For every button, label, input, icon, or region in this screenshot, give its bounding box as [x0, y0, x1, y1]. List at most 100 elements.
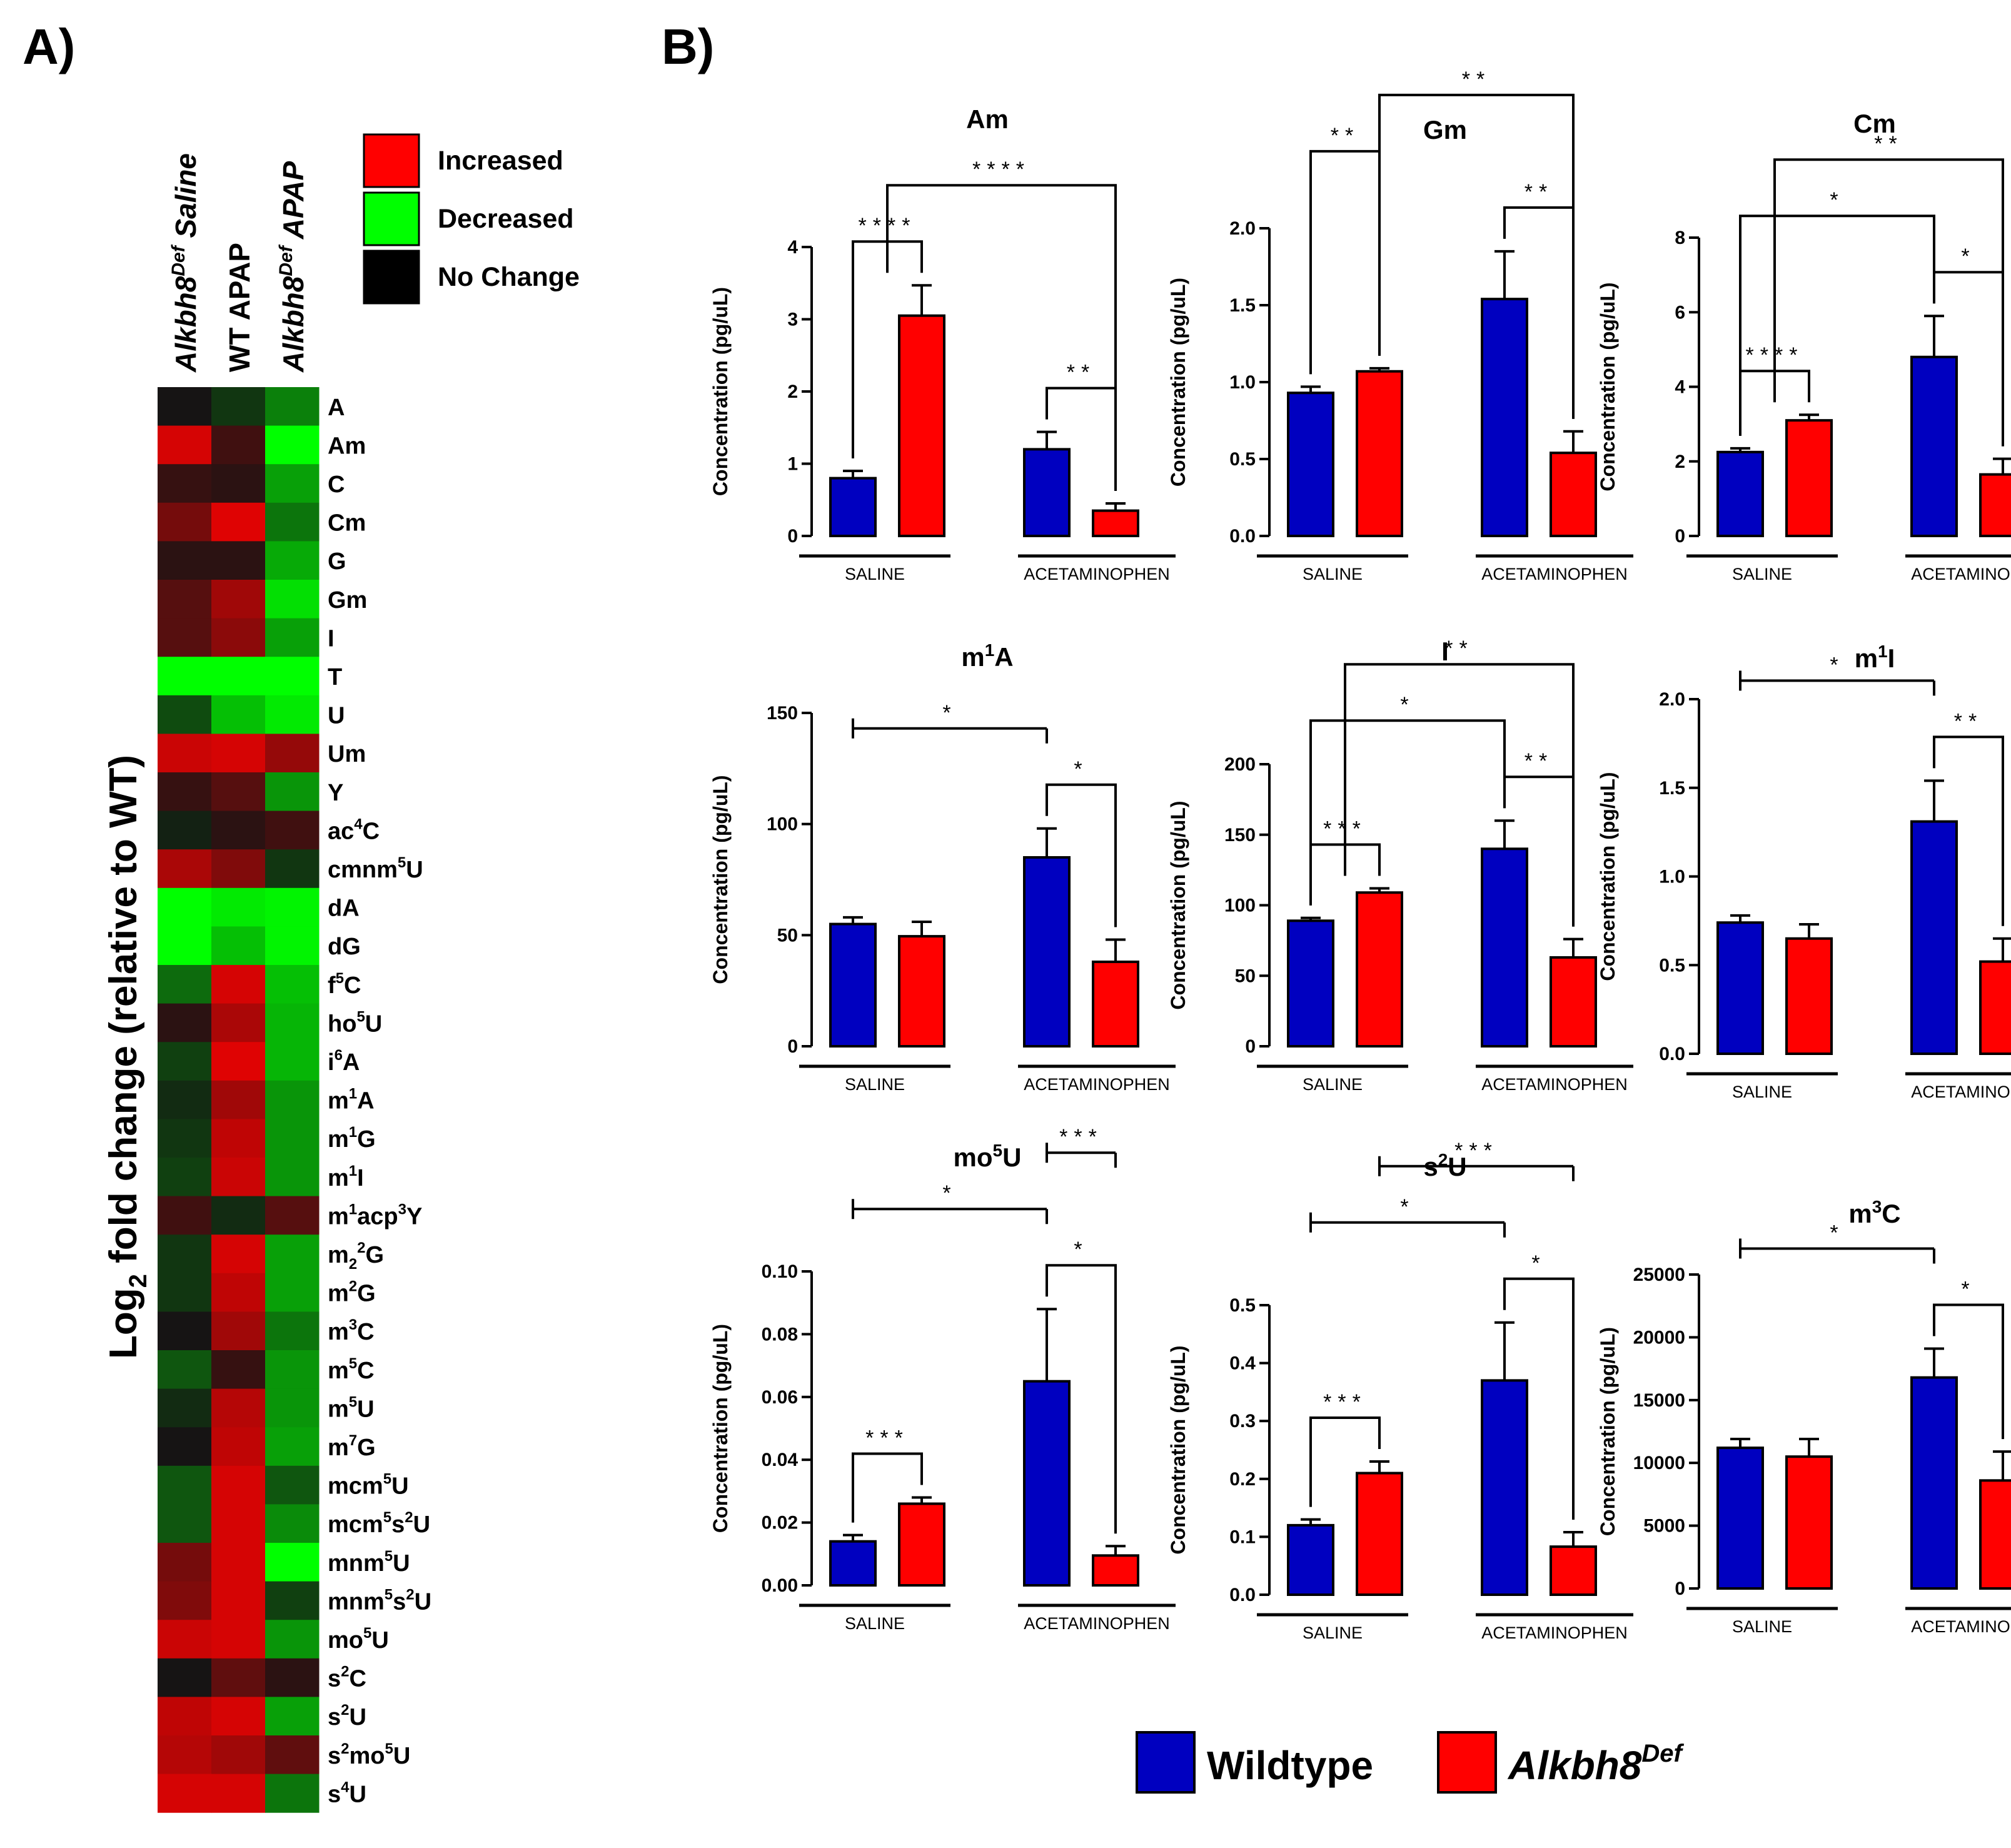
y-axis-title: Concentration (pg/uL) — [709, 1324, 732, 1533]
y-tick-label: 1.5 — [1229, 295, 1256, 316]
row-label-tail: U — [350, 1704, 366, 1730]
heatmap-cell — [265, 1350, 320, 1390]
heatmap-cell — [158, 425, 212, 465]
heatmap-cell — [158, 1735, 212, 1775]
row-label-superscript: 5 — [385, 1548, 393, 1565]
heatmap-cell — [158, 387, 212, 427]
heatmap-cell — [265, 1620, 320, 1659]
heatmap-row-label: s2C — [328, 1664, 366, 1692]
chart-title-main: m — [1848, 1199, 1872, 1228]
heatmap-row-label: f5C — [328, 970, 361, 999]
chart-title: I — [1441, 637, 1449, 666]
significance-label: *** — [1323, 1390, 1367, 1414]
significance-label: ** — [1462, 68, 1491, 91]
heatmap-row-label: Gm — [328, 587, 367, 613]
row-label-main: s — [328, 1704, 341, 1730]
heatmap-cell — [265, 387, 320, 427]
heatmap-legend: Increased Decreased No Change — [363, 133, 580, 305]
row-label-tail: C — [363, 818, 380, 844]
heatmap-cell — [265, 1581, 320, 1620]
chart-title-main: mo — [954, 1143, 993, 1172]
significance-bracket — [1740, 679, 1935, 696]
row-label-tail: C — [357, 1358, 374, 1384]
row-label-superscript: 2 — [341, 1740, 349, 1757]
significance-bracket — [853, 1208, 1048, 1224]
bar-chart-grid: 0 1 2 3 4 Concentration (pg/uL) SALINE ACETAMIN… — [709, 68, 2011, 1642]
heatmap-cell — [265, 1158, 320, 1197]
bar — [829, 477, 877, 537]
heatmap-cell — [158, 1658, 212, 1697]
heatmap-cell — [211, 541, 266, 580]
group-label: ACETAMINOPHEN — [1481, 1075, 1628, 1094]
heatmap-cell — [211, 1003, 266, 1043]
row-label-superscript: 2 — [349, 1278, 357, 1295]
y-axis-title: Concentration (pg/uL) — [709, 287, 732, 496]
heatmap-row-label: s2U — [328, 1702, 366, 1730]
heatmap-cell — [265, 1388, 320, 1428]
heatmap-cell — [211, 887, 266, 927]
heatmap-row-label: m1A — [328, 1086, 375, 1114]
y-axis-title: Concentration (pg/uL) — [1167, 800, 1189, 1009]
row-label-main: mcm — [328, 1512, 383, 1538]
bar — [898, 1502, 945, 1587]
chart-title-main: m — [1855, 644, 1878, 673]
chart-title-main: Gm — [1423, 115, 1467, 144]
heatmap-cell — [211, 1735, 266, 1775]
row-label-main: m — [328, 1319, 349, 1345]
heatmap-row-label: ac4C — [328, 815, 380, 844]
legend-label: No Change — [438, 262, 580, 292]
heatmap-cell — [265, 1427, 320, 1467]
heatmap-column-label: Alkbh8Def Saline — [168, 153, 202, 373]
chart-title: m3C — [1848, 1197, 1900, 1228]
heatmap-cell — [158, 1119, 212, 1158]
heatmap-cell — [265, 849, 320, 889]
y-title-text: Log — [102, 1288, 145, 1359]
group-label: SALINE — [845, 1614, 905, 1633]
row-label-tail: U — [406, 857, 423, 883]
significance-label: ** — [1067, 361, 1096, 385]
heatmap-cell — [211, 1658, 266, 1697]
significance-label: * — [1400, 693, 1414, 717]
significance-label: ** — [1954, 709, 1983, 733]
row-label-main: C — [328, 472, 345, 498]
group-label: ACETAMINOPHEN — [1911, 565, 2011, 583]
bar — [1481, 847, 1528, 1048]
y-axis-title: Concentration (pg/uL) — [1596, 1327, 1619, 1536]
chart-title-superscript: 3 — [1872, 1197, 1882, 1216]
heatmap-row-label: m2G — [328, 1278, 376, 1307]
row-label-subscript: 2 — [349, 1256, 357, 1273]
row-label-main: mcm — [328, 1473, 383, 1500]
row-label-superscript: 5 — [363, 1625, 371, 1642]
heatmap-cell — [158, 1235, 212, 1274]
y-tick-label: 100 — [1224, 896, 1256, 916]
bar — [1356, 891, 1403, 1048]
row-label-main: T — [328, 664, 342, 690]
row-label-main: f — [328, 972, 336, 999]
bar — [1356, 1472, 1403, 1597]
significance-label: *** — [865, 1426, 909, 1450]
heatmap-cell — [265, 734, 320, 773]
heatmap-cell — [158, 1543, 212, 1582]
chart-title-tail: I — [1888, 644, 1895, 673]
column-label-main: WT APAP — [223, 243, 256, 372]
row-label-tail: C — [357, 1319, 374, 1345]
column-label-superscript: Def — [168, 244, 189, 276]
group-label: ACETAMINOPHEN — [1481, 565, 1628, 583]
y-tick-label: 0.1 — [1229, 1527, 1256, 1547]
group-label: ACETAMINOPHEN — [1911, 1617, 2011, 1636]
row-label-main: dA — [328, 896, 360, 922]
heatmap-cell — [211, 425, 266, 465]
row-label-tail: mo — [350, 1743, 385, 1769]
significance-bracket — [1311, 1221, 1506, 1238]
row-label-tail: U — [357, 1396, 374, 1422]
heatmap-cell — [265, 657, 320, 696]
heatmap-row-label: cmnm5U — [328, 854, 423, 883]
heatmap-row-label: ho5U — [328, 1008, 382, 1037]
row-label-main: Um — [328, 741, 366, 767]
heatmap-cell — [211, 926, 266, 966]
y-axis-title: Concentration (pg/uL) — [709, 775, 732, 984]
heatmap-row-label: s2mo5U — [328, 1740, 410, 1769]
heatmap-cell — [211, 1620, 266, 1659]
row-label-tail: U — [371, 1627, 388, 1654]
row-label-main: mnm — [328, 1588, 385, 1615]
